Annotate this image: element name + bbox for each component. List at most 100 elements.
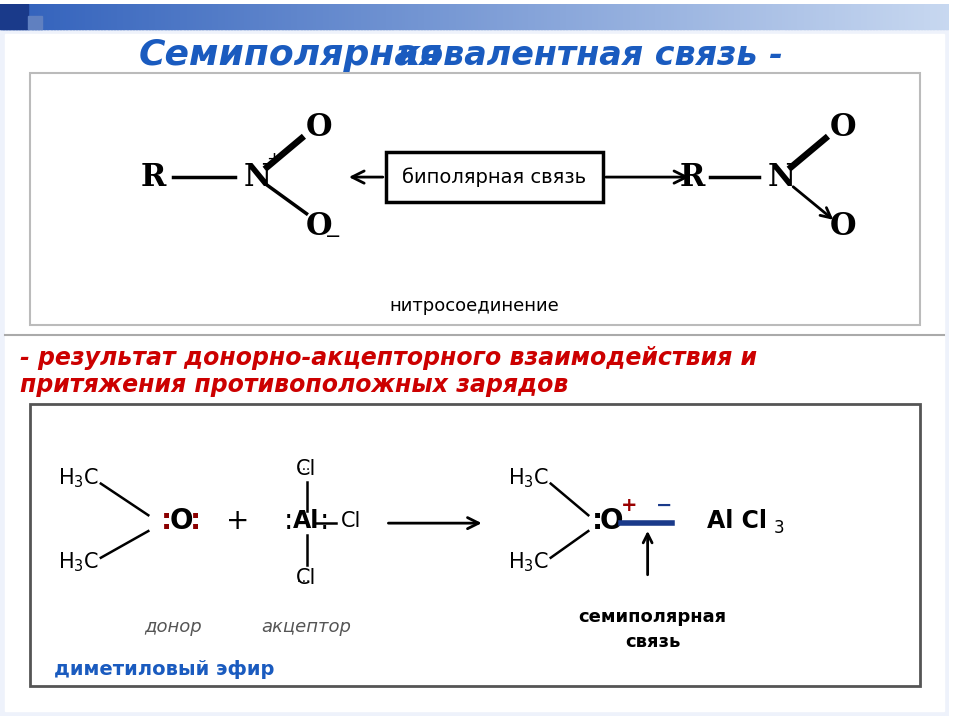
Bar	[664, 4, 668, 29]
Bar	[816, 4, 821, 29]
Bar	[484, 4, 489, 29]
Bar	[7, 4, 11, 29]
Text: :: :	[284, 507, 294, 535]
Bar	[60, 4, 64, 29]
Bar	[19, 4, 23, 29]
Bar	[744, 4, 748, 29]
Text: ⋮: ⋮	[292, 455, 305, 469]
Bar	[430, 4, 435, 29]
Bar	[588, 4, 592, 29]
Bar	[769, 4, 773, 29]
Bar	[835, 4, 839, 29]
Bar	[22, 4, 26, 29]
Bar	[35, 4, 39, 29]
FancyBboxPatch shape	[30, 73, 920, 325]
Text: O: O	[830, 211, 856, 242]
Bar	[418, 4, 421, 29]
Bar	[127, 4, 131, 29]
Bar	[196, 4, 201, 29]
Text: акцептор: акцептор	[261, 618, 351, 636]
Bar	[753, 4, 757, 29]
Text: :: :	[320, 507, 329, 535]
Bar	[924, 4, 928, 29]
Text: биполярная связь: биполярная связь	[402, 167, 587, 187]
Bar	[446, 4, 450, 29]
Bar	[854, 4, 858, 29]
Bar	[158, 4, 162, 29]
Bar	[642, 4, 646, 29]
Bar	[459, 4, 463, 29]
Bar	[63, 4, 67, 29]
Bar	[44, 4, 48, 29]
Bar	[320, 4, 324, 29]
Bar	[222, 4, 226, 29]
Bar	[510, 4, 514, 29]
Bar	[468, 4, 472, 29]
Bar	[564, 4, 567, 29]
Bar	[66, 4, 71, 29]
Bar	[434, 4, 438, 29]
Bar	[627, 4, 631, 29]
Bar	[389, 4, 394, 29]
Bar	[779, 4, 782, 29]
Text: H$_3$C: H$_3$C	[58, 551, 99, 575]
Bar	[70, 4, 74, 29]
Bar	[10, 4, 13, 29]
Bar	[15, 4, 20, 29]
Bar	[200, 4, 204, 29]
Bar	[342, 4, 346, 29]
Bar	[474, 4, 479, 29]
Bar	[114, 4, 118, 29]
Bar	[142, 4, 147, 29]
Bar	[281, 4, 286, 29]
Bar	[323, 4, 327, 29]
Bar	[832, 4, 836, 29]
Bar	[339, 4, 343, 29]
Bar	[896, 4, 900, 29]
Bar	[582, 4, 587, 29]
Bar	[516, 4, 520, 29]
Bar	[864, 4, 868, 29]
Bar	[155, 4, 159, 29]
Bar	[605, 4, 609, 29]
Bar	[424, 4, 428, 29]
Bar	[649, 4, 653, 29]
Bar	[295, 4, 299, 29]
Bar	[914, 4, 919, 29]
Bar	[234, 4, 238, 29]
Bar	[209, 4, 213, 29]
Bar	[83, 4, 86, 29]
Bar	[576, 4, 580, 29]
Bar	[105, 4, 108, 29]
Bar	[317, 4, 321, 29]
Bar	[32, 4, 36, 29]
Bar	[212, 4, 216, 29]
Bar	[73, 4, 77, 29]
Bar	[0, 4, 28, 29]
Bar	[136, 4, 140, 29]
Bar	[715, 4, 719, 29]
Bar	[905, 4, 909, 29]
Bar	[371, 4, 374, 29]
Bar	[933, 4, 938, 29]
Bar	[889, 4, 893, 29]
Bar	[874, 4, 877, 29]
Text: −: −	[657, 496, 673, 515]
Bar	[345, 4, 349, 29]
Bar	[513, 4, 516, 29]
Bar	[108, 4, 111, 29]
Bar	[285, 4, 289, 29]
Bar	[481, 4, 485, 29]
Bar	[41, 4, 45, 29]
Bar	[288, 4, 292, 29]
Bar	[845, 4, 849, 29]
Bar	[686, 4, 691, 29]
Bar	[291, 4, 296, 29]
Bar	[203, 4, 206, 29]
Bar	[92, 4, 96, 29]
Bar	[591, 4, 596, 29]
Bar	[901, 4, 906, 29]
Bar	[737, 4, 741, 29]
Bar	[488, 4, 492, 29]
Bar	[721, 4, 726, 29]
